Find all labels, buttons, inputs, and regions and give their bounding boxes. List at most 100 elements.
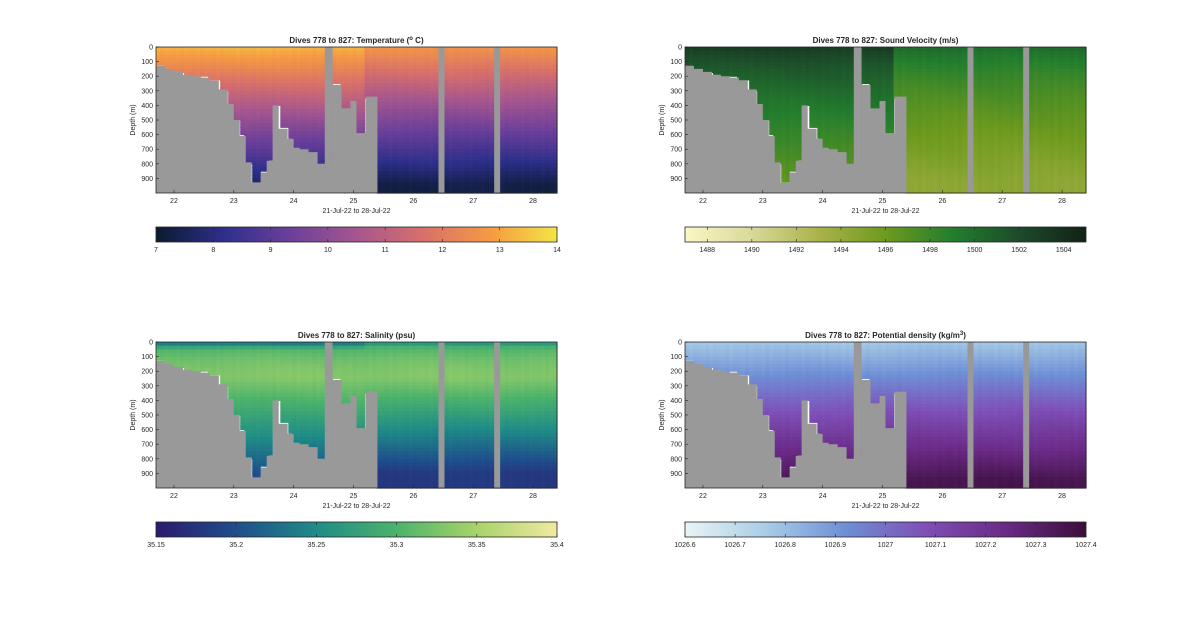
heatmap-cell xyxy=(156,61,161,66)
heatmap-cell xyxy=(797,134,802,139)
heatmap-cell xyxy=(304,68,309,74)
heatmap-cell xyxy=(504,50,510,55)
heatmap-cell xyxy=(384,123,390,128)
heatmap-cell xyxy=(957,83,963,88)
heatmap-cell xyxy=(464,65,470,70)
heatmap-cell xyxy=(376,171,382,176)
heatmap-cell xyxy=(837,101,842,106)
heatmap-cell xyxy=(777,68,782,74)
heatmap-cell xyxy=(412,178,418,183)
heatmap-cell xyxy=(785,90,790,96)
heatmap-cell xyxy=(388,178,394,183)
heatmap-cell xyxy=(765,79,770,85)
heatmap-cell xyxy=(452,130,458,136)
heatmap-cell xyxy=(524,57,530,63)
heatmap-cell xyxy=(512,171,518,176)
heatmap-cell xyxy=(941,83,947,88)
heatmap-cell xyxy=(953,94,959,99)
heatmap-cell xyxy=(500,101,506,106)
heatmap-cell xyxy=(881,61,887,66)
heatmap-cell xyxy=(424,145,430,150)
heatmap-cell xyxy=(793,138,798,143)
heatmap-cell xyxy=(905,189,911,194)
heatmap-cell xyxy=(188,61,193,66)
heatmap-cell xyxy=(993,68,999,74)
heatmap-cell xyxy=(957,163,963,169)
heatmap-cell xyxy=(841,47,846,52)
heatmap-cell xyxy=(332,61,338,66)
heatmap-cell xyxy=(909,90,915,96)
heatmap-cell xyxy=(308,101,313,106)
heatmap-cell xyxy=(476,57,482,63)
heatmap-cell xyxy=(949,127,955,132)
heatmap-cell xyxy=(288,87,293,92)
heatmap-cell xyxy=(993,112,999,117)
heatmap-cell xyxy=(476,130,482,136)
heatmap-cell xyxy=(761,109,766,114)
heatmap-cell xyxy=(733,54,738,59)
heatmap-cell xyxy=(308,61,313,66)
heatmap-cell xyxy=(524,54,530,59)
heatmap-cell xyxy=(865,65,871,70)
heatmap-cell xyxy=(448,160,454,165)
heatmap-cell xyxy=(388,109,394,114)
heatmap-cell xyxy=(468,127,474,132)
heatmap-cell xyxy=(416,109,422,114)
heatmap-cell xyxy=(917,61,923,66)
heatmap-cell xyxy=(468,57,474,63)
heatmap-cell xyxy=(420,174,426,179)
heatmap-cell xyxy=(745,54,750,59)
heatmap-cell xyxy=(516,182,522,187)
heatmap-cell xyxy=(821,127,826,132)
heatmap-cell xyxy=(412,50,418,55)
heatmap-cell xyxy=(332,57,338,63)
heatmap-cell xyxy=(945,72,951,77)
heatmap-cell xyxy=(917,57,923,63)
heatmap-cell xyxy=(885,101,891,106)
heatmap-cell xyxy=(300,54,305,59)
heatmap-cell xyxy=(424,105,430,110)
heatmap-cell xyxy=(392,47,398,52)
heatmap-cell xyxy=(813,54,818,59)
heatmap-cell xyxy=(993,130,999,136)
heatmap-cell xyxy=(452,98,458,103)
heatmap-cell xyxy=(977,101,983,106)
heatmap-cell xyxy=(428,68,434,74)
heatmap-cell xyxy=(424,167,430,172)
heatmap-cell xyxy=(905,68,911,74)
heatmap-cell xyxy=(905,65,911,70)
heatmap-cell xyxy=(476,167,482,172)
heatmap-cell xyxy=(817,79,822,85)
heatmap-cell xyxy=(308,57,313,63)
heatmap-cell xyxy=(548,94,554,99)
heatmap-cell xyxy=(380,156,386,161)
heatmap-cell xyxy=(456,105,462,110)
heatmap-cell xyxy=(917,83,923,88)
heatmap-cell xyxy=(1001,54,1007,59)
heatmap-cell xyxy=(821,90,826,96)
heatmap-cell xyxy=(773,145,778,150)
heatmap-cell xyxy=(276,50,281,55)
heatmap-cell xyxy=(1001,160,1007,165)
heatmap-cell xyxy=(508,130,514,136)
heatmap-cell xyxy=(885,116,891,121)
heatmap-cell xyxy=(865,61,871,66)
heatmap-cell xyxy=(881,68,887,74)
heatmap-cell xyxy=(468,130,474,136)
heatmap-cell xyxy=(356,61,362,66)
heatmap-cell xyxy=(412,65,418,70)
heatmap-cell xyxy=(500,65,506,70)
heatmap-cell xyxy=(408,130,414,136)
heatmap-cell xyxy=(905,138,911,143)
heatmap-cell xyxy=(833,123,838,128)
heatmap-cell xyxy=(376,127,382,132)
heatmap-cell xyxy=(861,72,867,77)
heatmap-cell xyxy=(921,116,927,121)
heatmap-cell xyxy=(544,61,550,66)
heatmap-cell xyxy=(400,83,406,88)
heatmap-cell xyxy=(308,109,313,114)
heatmap-cell xyxy=(192,57,197,63)
heatmap-cell xyxy=(737,76,742,81)
heatmap-cell xyxy=(352,54,358,59)
heatmap-cell xyxy=(376,83,382,88)
